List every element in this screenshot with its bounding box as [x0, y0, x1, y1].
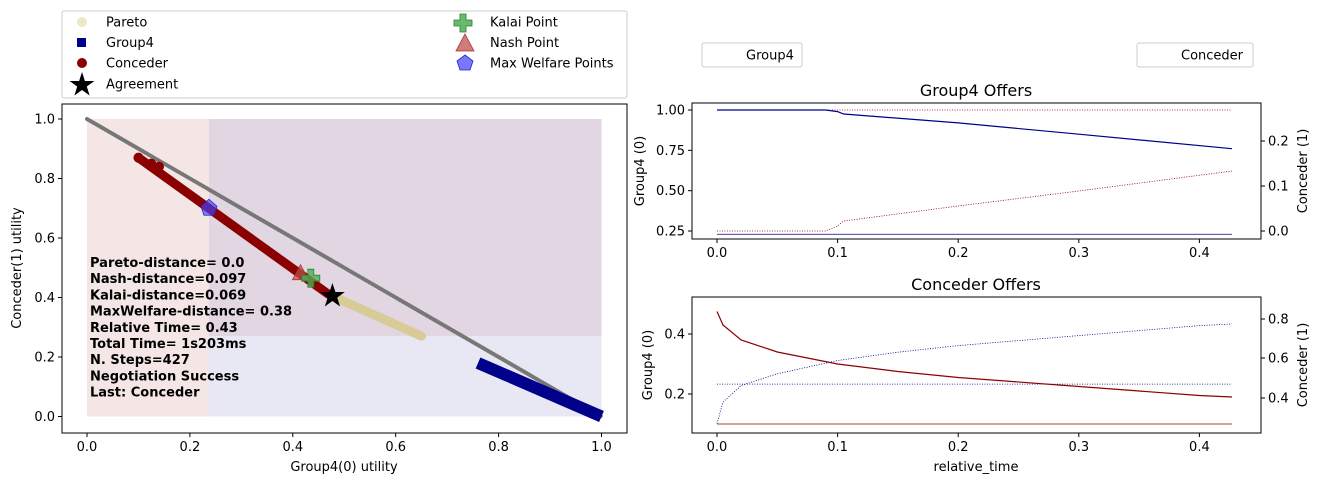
legend-marker-nash [455, 33, 475, 52]
p1-y2-tick-label: 0.0 [1268, 225, 1289, 240]
pareto-front [85, 117, 604, 419]
group4-offers-title: Group4 Offers [920, 81, 1032, 100]
outcome-space-chart: 0.0 0.2 0.4 0.6 0.8 1.0 0.0 0.2 0.4 0.6 0.8 1.0 Gr… [10, 103, 628, 475]
p1-y-tick-label: 0.75 [656, 144, 685, 159]
y-tick-label: 0.0 [34, 410, 55, 425]
legend-marker-max-welfare [456, 54, 474, 71]
stats-line: Kalai-distance=0.069 [90, 288, 246, 303]
series-conceder-line [716, 311, 1233, 398]
p2-y-tick-label: 0.2 [664, 388, 685, 403]
legend-label-max-welfare: Max Welfare Points [490, 57, 614, 72]
p2-y2-tick-label: 0.8 [1268, 313, 1289, 328]
x-tick-label: 0.4 [282, 440, 303, 455]
stats-line: N. Steps=427 [90, 353, 190, 368]
offers-legend-conceder-frame [1136, 42, 1254, 68]
y-tick-label: 1.0 [34, 113, 55, 128]
y-tick-label: 0.8 [34, 172, 55, 187]
max-welfare-point [200, 198, 218, 216]
p2-y2-tick-label: 0.6 [1268, 352, 1289, 367]
p2-x-tick-label: 0.3 [1068, 440, 1089, 455]
stats-line: Total Time= 1s203ms [90, 337, 247, 352]
stats-block: Pareto-distance= 0.0Nash-distance=0.097K… [90, 256, 292, 401]
p1-x-tick-label: 0.3 [1068, 246, 1089, 261]
p1-y-tick-label: 0.25 [656, 225, 685, 240]
x-tick-label: 0.8 [488, 440, 509, 455]
conceder-offers-y2label: Conceder (1) [1296, 323, 1311, 408]
p1-x-tick-label: 0.0 [707, 246, 728, 261]
p1-x-tick-label: 0.2 [948, 246, 969, 261]
y-axis-label: Conceder(1) utility [10, 207, 25, 329]
p1-y-tick-label: 1.00 [656, 104, 685, 119]
conceder-offer-point [154, 161, 165, 172]
x-axis-label: Group4(0) utility [290, 460, 398, 475]
legend-marker-conceder [77, 58, 87, 68]
legend-marker-group4 [77, 38, 86, 47]
conceder-offer-point [146, 158, 157, 169]
p2-x-tick-label: 0.4 [1189, 440, 1210, 455]
y-tick-label: 0.6 [34, 232, 55, 247]
x-tick-label: 1.0 [591, 440, 612, 455]
offers-legend-group4: Group4 [701, 42, 803, 68]
group4-offers-ylabel: Group4 (0) [633, 136, 648, 206]
conceder-offers-ylabel: Group4 (0) [641, 330, 656, 400]
group4-offers-chart: Group4 Offers 0.0 0.1 0.2 0.3 0.4 0.25 0.50 0.… [633, 81, 1311, 261]
y-tick-label: 0.2 [34, 351, 55, 366]
x-tick-label: 0.6 [385, 440, 406, 455]
p1-y-tick-label: 0.50 [656, 184, 685, 199]
p2-x-tick-label: 0.0 [707, 440, 728, 455]
p1-y2-tick-label: 0.2 [1268, 135, 1289, 150]
p1-x-tick-label: 0.1 [827, 246, 848, 261]
legend-label-group4: Group4 [106, 36, 154, 51]
legend-label-nash: Nash Point [490, 36, 559, 51]
agreement-point [320, 283, 345, 307]
x-tick-label: 0.2 [180, 440, 201, 455]
kalai-point [301, 268, 321, 288]
stats-line: Relative Time= 0.43 [90, 321, 238, 336]
stats-line: Last: Conceder [90, 386, 200, 401]
y-tick-label: 0.4 [34, 291, 55, 306]
region-group4-only [208, 336, 602, 417]
legend-marker-agreement [69, 72, 95, 96]
group4-offers [475, 357, 604, 423]
series-conceder-line [717, 170, 1233, 232]
legend-marker-kalai [453, 13, 473, 33]
legend-label-kalai: Kalai Point [490, 16, 558, 31]
conceder-offers-frame [691, 296, 1262, 434]
legend-label-agreement: Agreement [106, 78, 178, 93]
legend-marker-pareto [77, 17, 87, 27]
offers-legend-conceder: Conceder [1136, 42, 1254, 68]
stats-line: MaxWelfare-distance= 0.38 [90, 305, 292, 320]
series-group4-line [716, 323, 1233, 424]
stats-line: Pareto-distance= 0.0 [90, 256, 244, 271]
stats-line: Nash-distance=0.097 [90, 272, 246, 287]
legend: Pareto Group4 Conceder Agreement Kalai P… [61, 10, 628, 99]
p2-x-tick-label: 0.2 [948, 440, 969, 455]
legend-label-conceder: Conceder [106, 57, 169, 72]
stats-line: Negotiation Success [90, 369, 239, 384]
p2-x-tick-label: 0.1 [827, 440, 848, 455]
group4-offers-y2label: Conceder (1) [1296, 129, 1311, 214]
offers-legend-group4-label: Group4 [746, 49, 794, 64]
pareto-highlight [324, 290, 426, 341]
p2-y-tick-label: 0.4 [664, 328, 685, 343]
series-group4-line [717, 109, 1233, 150]
group4-offers-frame [691, 102, 1262, 240]
p1-x-tick-label: 0.4 [1189, 246, 1210, 261]
plot-frame [61, 103, 628, 434]
conceder-offer-point [133, 152, 144, 163]
x-tick-label: 0.0 [77, 440, 98, 455]
p2-y2-tick-label: 0.4 [1268, 392, 1289, 407]
legend-frame [61, 10, 628, 99]
legend-label-pareto: Pareto [106, 16, 147, 31]
conceder-offers-chart: Conceder Offers 0.0 0.1 0.2 0.3 0.4 0.2 0.4 0… [641, 275, 1311, 475]
p1-y2-tick-label: 0.1 [1268, 180, 1289, 195]
conceder-offers-xlabel: relative_time [934, 460, 1019, 475]
offers-legend-group4-frame [701, 42, 803, 68]
conceder-offers-title: Conceder Offers [911, 275, 1041, 294]
offers-legend-conceder-label: Conceder [1181, 49, 1244, 64]
